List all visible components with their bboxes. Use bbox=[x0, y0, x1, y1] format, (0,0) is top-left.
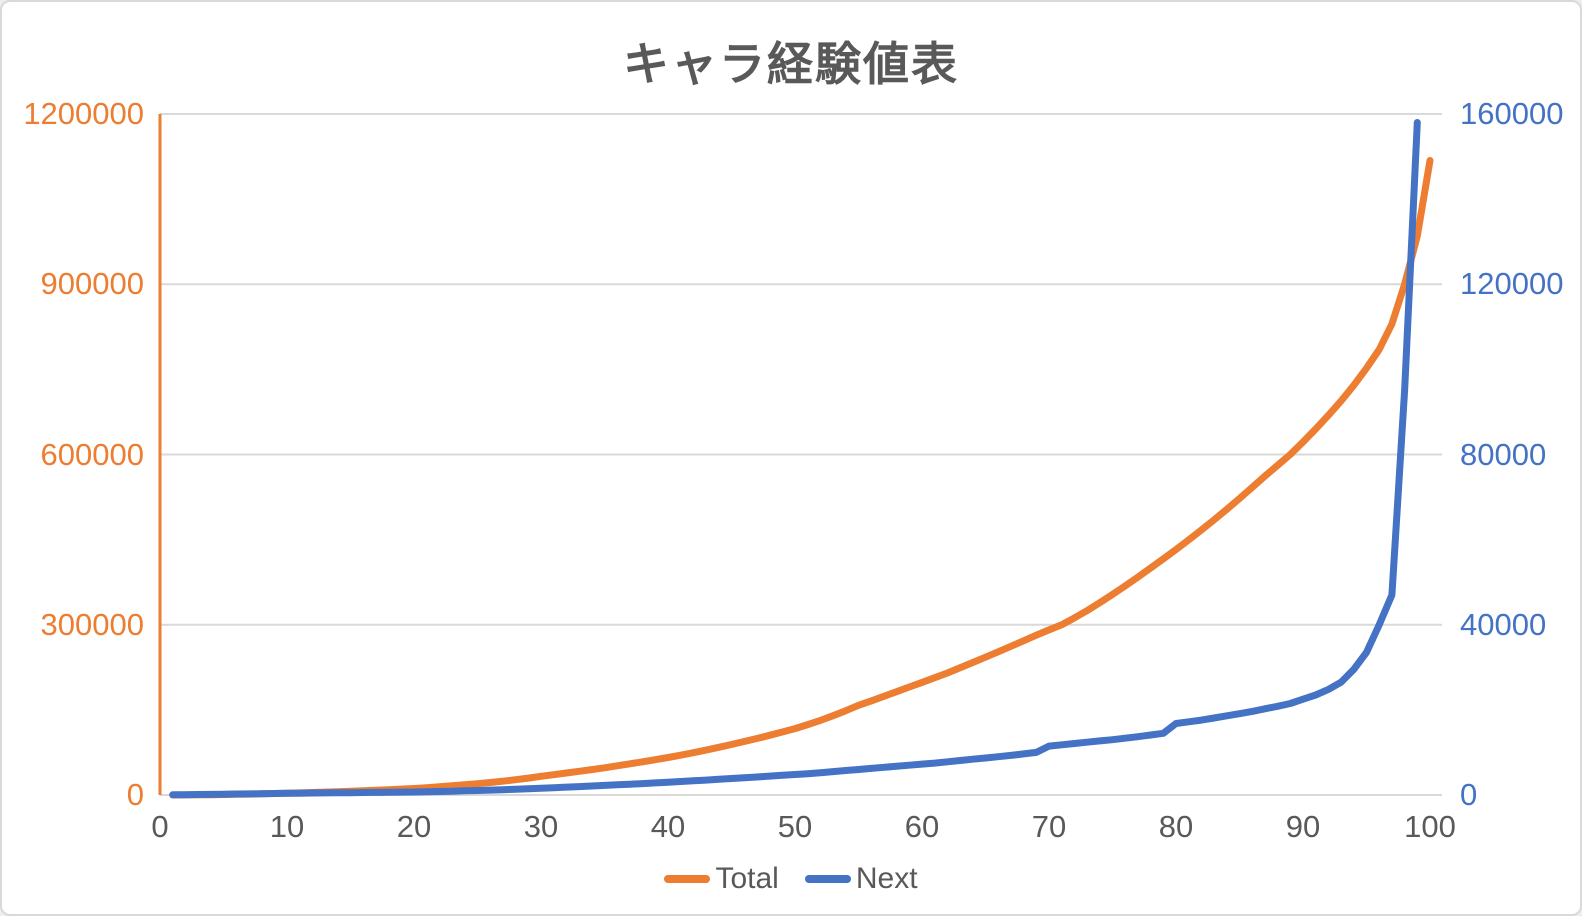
x-tick-label: 80 bbox=[1158, 809, 1194, 844]
next-line bbox=[169, 119, 1421, 799]
legend-label-next: Next bbox=[855, 862, 918, 895]
legend-item-next: Next bbox=[804, 862, 918, 896]
x-tick-label: 10 bbox=[269, 809, 305, 844]
x-tick-label: 100 bbox=[1404, 809, 1456, 844]
y-right-tick-label: 0 bbox=[1460, 777, 1478, 812]
y-left-tick-label: 0 bbox=[126, 777, 144, 812]
legend-item-total: Total bbox=[664, 862, 779, 896]
y-left-tick-label: 900000 bbox=[40, 266, 144, 302]
y-right-tick-label: 120000 bbox=[1460, 266, 1564, 302]
total-line-swatch bbox=[664, 875, 711, 883]
x-tick-label: 30 bbox=[523, 809, 559, 844]
next-line-swatch bbox=[804, 875, 851, 883]
y-right-tick-label: 80000 bbox=[1460, 436, 1547, 472]
y-right-tick-label: 160000 bbox=[1460, 96, 1564, 131]
x-tick-label: 70 bbox=[1031, 809, 1067, 844]
chart-title: キャラ経験値表 bbox=[623, 38, 959, 90]
legend-label-total: Total bbox=[715, 862, 779, 895]
total-line bbox=[169, 157, 1434, 799]
x-tick-label: 90 bbox=[1285, 809, 1321, 844]
x-tick-label: 40 bbox=[650, 809, 686, 844]
y-right-tick-label: 40000 bbox=[1460, 606, 1547, 642]
y-left-tick-label: 1200000 bbox=[23, 96, 144, 131]
x-tick-label: 60 bbox=[904, 809, 940, 844]
legend: Total Next bbox=[2, 862, 1580, 896]
y-left-tick-label: 600000 bbox=[40, 436, 144, 472]
x-tick-label: 50 bbox=[777, 809, 813, 844]
x-tick-label: 20 bbox=[396, 809, 432, 844]
y-left-tick-label: 300000 bbox=[40, 606, 144, 642]
x-tick-label: 0 bbox=[151, 809, 169, 844]
